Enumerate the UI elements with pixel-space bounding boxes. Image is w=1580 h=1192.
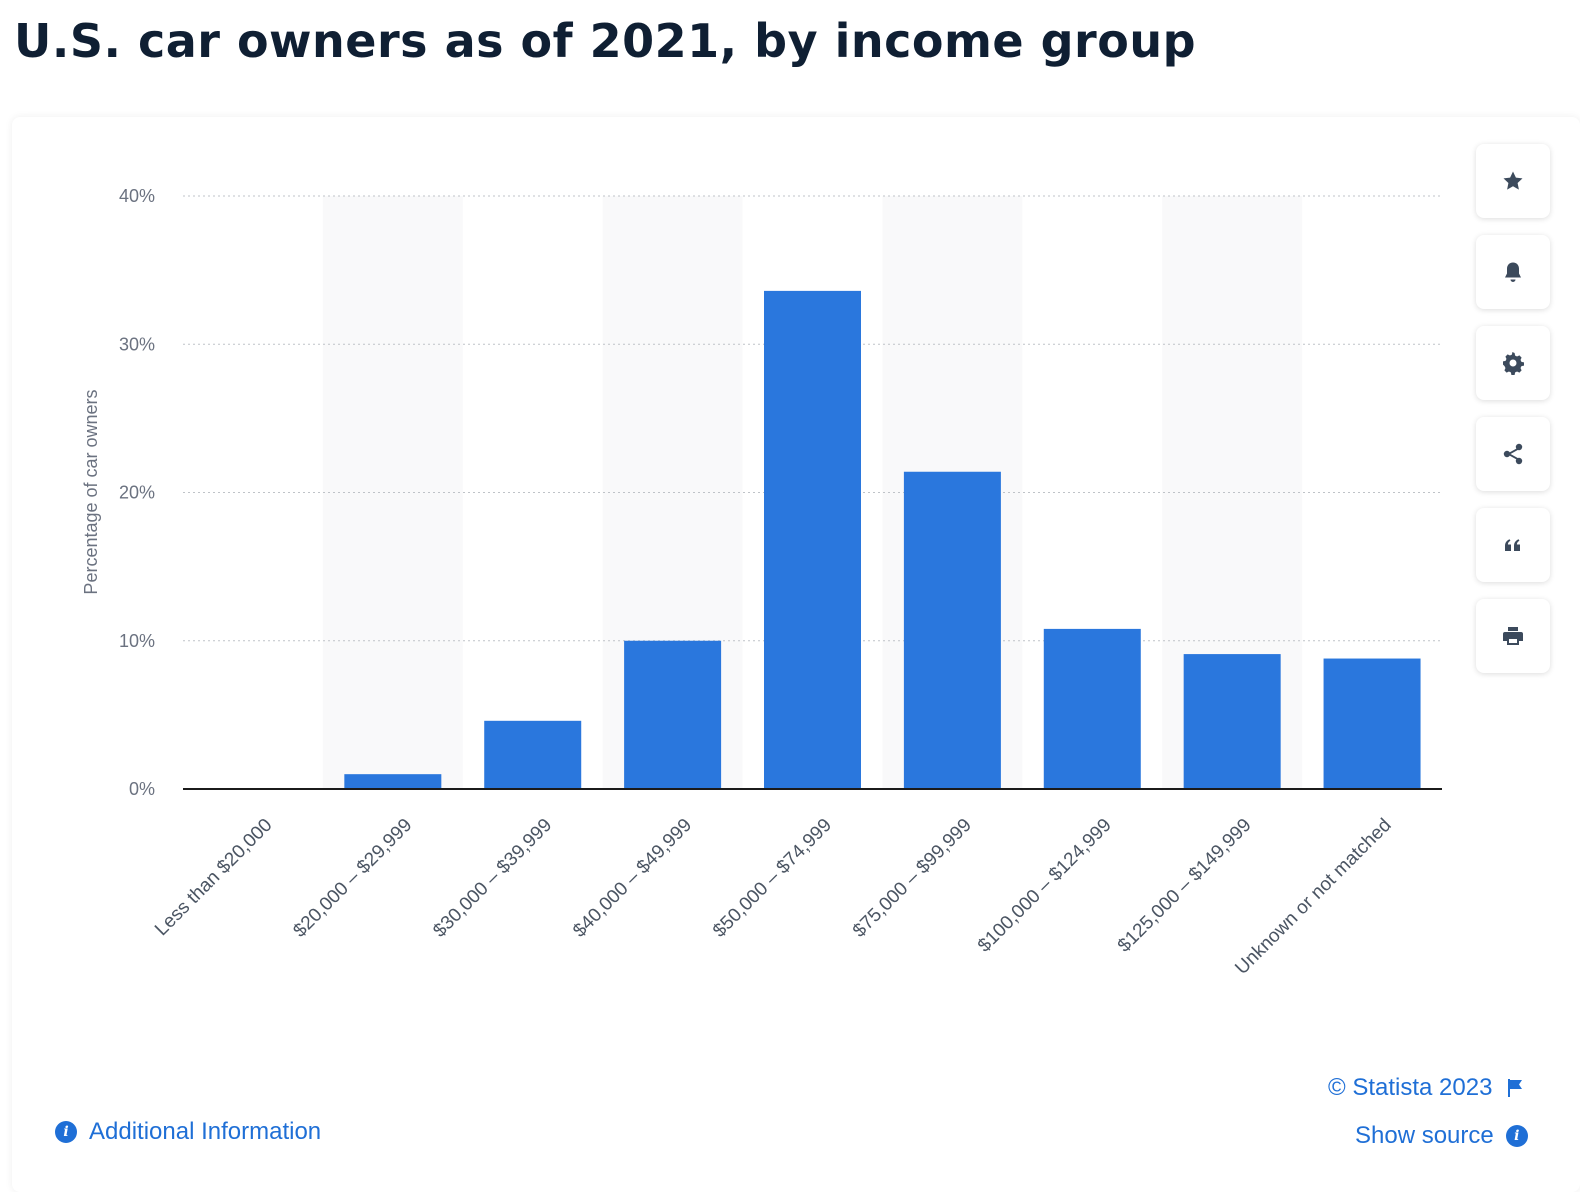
x-tick-label: $75,000 – $99,999 xyxy=(849,815,976,942)
copyright-link[interactable]: © Statista 2023 xyxy=(1328,1074,1524,1102)
flag-icon xyxy=(1506,1078,1524,1098)
x-tick-label: $125,000 – $149,999 xyxy=(1114,815,1256,957)
settings-button[interactable] xyxy=(1476,326,1550,400)
x-tick-label: $50,000 – $74,999 xyxy=(709,815,836,942)
bar[interactable] xyxy=(344,774,442,789)
show-source-link[interactable]: Show source i xyxy=(1355,1122,1528,1150)
y-axis-label: Percentage of car owners xyxy=(81,389,101,594)
favorite-button[interactable] xyxy=(1476,144,1550,218)
page-title: U.S. car owners as of 2021, by income gr… xyxy=(14,14,1197,68)
y-tick-label: 20% xyxy=(119,483,155,503)
bar[interactable] xyxy=(1323,658,1421,789)
additional-information-text: Additional Information xyxy=(89,1118,322,1145)
bar[interactable] xyxy=(1043,628,1141,789)
bar[interactable] xyxy=(1183,654,1281,789)
copyright-text: © Statista 2023 xyxy=(1328,1074,1493,1101)
y-tick-label: 10% xyxy=(119,631,155,651)
x-tick-label: $100,000 – $124,999 xyxy=(974,815,1116,957)
print-button[interactable] xyxy=(1476,599,1550,673)
x-tick-label: $30,000 – $39,999 xyxy=(429,815,556,942)
show-source-text: Show source xyxy=(1355,1122,1494,1149)
share-button[interactable] xyxy=(1476,417,1550,491)
y-tick-label: 30% xyxy=(119,334,155,354)
gear-icon xyxy=(1503,352,1524,375)
bar[interactable] xyxy=(764,290,861,789)
cite-button[interactable] xyxy=(1476,508,1550,582)
y-tick-label: 40% xyxy=(119,186,155,206)
notification-button[interactable] xyxy=(1476,235,1550,309)
y-tick-label: 0% xyxy=(129,779,155,799)
bar[interactable] xyxy=(624,640,722,789)
info-icon: i xyxy=(55,1121,77,1143)
star-icon xyxy=(1503,171,1523,190)
x-tick-label: Unknown or not matched xyxy=(1231,815,1395,979)
chart-toolbar xyxy=(1476,144,1550,690)
info-icon: i xyxy=(1505,1125,1528,1147)
x-tick-label: Less than $20,000 xyxy=(151,815,276,940)
bell-icon xyxy=(1505,262,1521,282)
additional-information-link[interactable]: i Additional Information xyxy=(55,1118,321,1146)
bar[interactable] xyxy=(903,471,1001,789)
bar[interactable] xyxy=(484,720,582,789)
quote-icon xyxy=(1505,539,1520,551)
x-tick-label: $20,000 – $29,999 xyxy=(289,815,416,942)
print-icon xyxy=(1503,627,1523,645)
x-tick-label: $40,000 – $49,999 xyxy=(569,815,696,942)
share-icon xyxy=(1503,443,1523,465)
